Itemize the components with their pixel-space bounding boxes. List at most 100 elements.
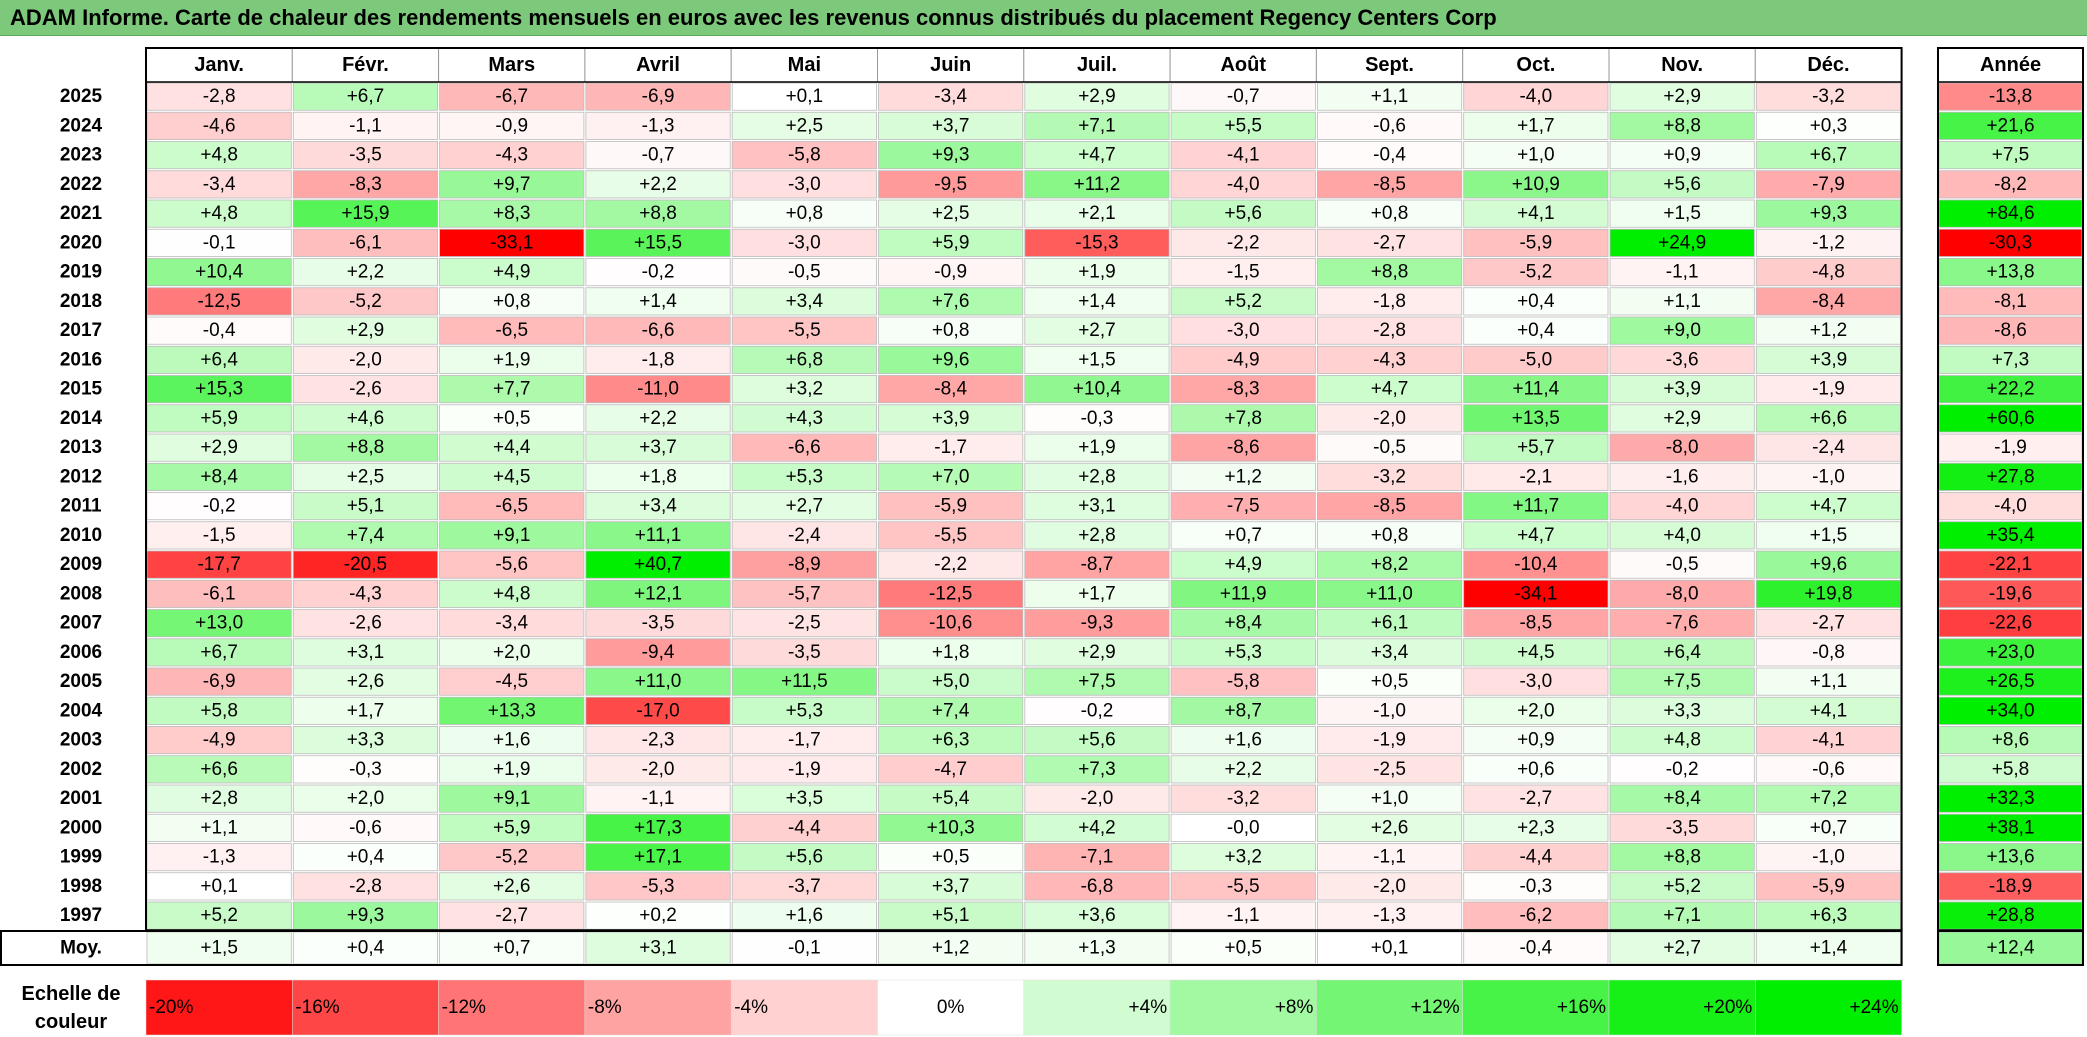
heatmap-cell-value: -0,5 [1666, 554, 1699, 575]
heatmap-cell-value: +17,3 [634, 817, 682, 838]
heatmap-cell-value: +11,1 [635, 525, 682, 546]
annual-cell-value: +7,5 [1992, 145, 2030, 166]
heatmap-cell-value: +6,7 [1810, 145, 1848, 166]
year-label: 2020 [60, 232, 102, 253]
heatmap-cell [1024, 404, 1170, 433]
annual-cell-value: +32,3 [1986, 788, 2034, 809]
heatmap-cell-value: +4,3 [786, 408, 824, 429]
heatmap-cell-value: +2,6 [493, 876, 531, 897]
heatmap-cell [1024, 609, 1170, 638]
heatmap-cell-value: -2,6 [349, 379, 382, 400]
heatmap-cell-value: +2,6 [1371, 817, 1409, 838]
heatmap-cell-value: +0,6 [1517, 759, 1555, 780]
year-label: 2009 [60, 554, 102, 575]
heatmap-cell-value: +6,8 [786, 349, 824, 370]
heatmap-cell-value: +1,8 [932, 642, 970, 663]
heatmap-cell [1317, 404, 1463, 433]
heatmap-cell [439, 316, 585, 345]
heatmap-cell [1755, 755, 1902, 784]
heatmap-cell-value: +2,5 [932, 203, 970, 224]
heatmap-cell [146, 462, 292, 491]
annual-cell [1938, 550, 2083, 579]
heatmap-cell-value: -2,2 [934, 554, 967, 575]
heatmap-cell [1463, 82, 1609, 111]
year-label: 2000 [60, 817, 102, 838]
heatmap-cell-value: -4,3 [495, 145, 528, 166]
heatmap-cell-value: +2,9 [347, 320, 385, 341]
month-header-label: Oct. [1516, 54, 1555, 76]
heatmap-cell [878, 843, 1024, 872]
year-label-cell [0, 491, 146, 521]
heatmap-cell [292, 258, 438, 287]
heatmap-cell [1170, 462, 1316, 491]
heatmap-cell [1609, 521, 1755, 550]
heatmap-cell-value: +7,4 [347, 525, 385, 546]
heatmap-cell [1170, 375, 1316, 404]
heatmap-cell-value: +1,1 [1371, 86, 1409, 107]
annual-cell-value: -30,3 [1989, 232, 2032, 253]
heatmap-cell [731, 82, 877, 111]
heatmap-cell-value: -7,6 [1666, 613, 1699, 634]
scale-stop-label: -16% [295, 997, 339, 1018]
heatmap-cell-value: -8,7 [1081, 554, 1114, 575]
heatmap-cell [1463, 755, 1609, 784]
heatmap-cell-value: -6,1 [203, 583, 236, 604]
heatmap-cell-value: -1,3 [203, 847, 236, 868]
heatmap-cell-value: +9,0 [1663, 320, 1701, 341]
heatmap-cell-value: +5,1 [347, 496, 385, 517]
heatmap-cell [439, 404, 585, 433]
year-label-cell [0, 520, 146, 550]
heatmap-cell-value: +2,0 [1517, 700, 1555, 721]
heatmap-cell-value: +11,5 [781, 671, 828, 692]
heatmap-cell-value: -4,0 [1666, 496, 1699, 517]
heatmap-cell-value: +1,2 [1810, 320, 1848, 341]
heatmap-cell [1463, 492, 1609, 521]
heatmap-cell-value: +2,5 [786, 115, 824, 136]
average-cell [878, 931, 1024, 965]
average-cell-value: +0,7 [493, 938, 531, 959]
heatmap-cell-value: -1,3 [642, 115, 675, 136]
heatmap-cell-value: +6,7 [347, 86, 385, 107]
heatmap-cell-value: -0,4 [203, 320, 236, 341]
heatmap-cell-value: +6,7 [200, 642, 238, 663]
heatmap-cell-value: +1,8 [639, 466, 677, 487]
heatmap-cell [878, 579, 1024, 608]
heatmap-cell [1463, 228, 1609, 257]
heatmap-cell-value: -1,1 [349, 115, 382, 136]
heatmap-cell-value: +2,7 [1078, 320, 1116, 341]
heatmap-cell-value: +1,5 [1663, 203, 1701, 224]
heatmap-cell [878, 521, 1024, 550]
heatmap-cell [731, 141, 877, 170]
annual-cell [1938, 609, 2083, 638]
heatmap-cell [439, 345, 585, 374]
heatmap-cell-value: -3,4 [495, 613, 528, 634]
month-header-label: Déc. [1807, 54, 1849, 76]
heatmap-cell [1463, 901, 1609, 930]
month-header-cell [291, 47, 440, 83]
heatmap-cell-value: +0,5 [932, 847, 970, 868]
heatmap-cell-value: -5,5 [788, 320, 821, 341]
year-label-cell [0, 462, 146, 492]
heatmap-cell [1609, 813, 1755, 842]
heatmap-cell [439, 843, 585, 872]
heatmap-cell [1755, 638, 1902, 667]
heatmap-cell-value: +15,3 [195, 379, 243, 400]
heatmap-cell-value: +13,0 [195, 613, 243, 634]
heatmap-cell-value: -2,7 [1812, 613, 1845, 634]
heatmap-cell [1755, 872, 1902, 901]
heatmap-cell-value: -3,7 [788, 876, 821, 897]
heatmap-cell [585, 345, 731, 374]
heatmap-cell-value: -3,6 [1666, 349, 1699, 370]
heatmap-cell [585, 609, 731, 638]
heatmap-cell [439, 638, 585, 667]
heatmap-cell-value: +3,7 [932, 876, 970, 897]
heatmap-cell [1609, 316, 1755, 345]
heatmap-cell [292, 579, 438, 608]
annual-cell [1938, 755, 2083, 784]
heatmap-cell-value: -17,0 [636, 700, 679, 721]
heatmap-cell [878, 316, 1024, 345]
heatmap-cell [1317, 82, 1463, 111]
annual-cell [1938, 667, 2083, 696]
heatmap-cell [878, 784, 1024, 813]
heatmap-cell [1317, 258, 1463, 287]
